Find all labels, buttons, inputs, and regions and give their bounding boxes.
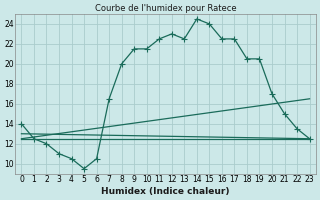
Title: Courbe de l'humidex pour Ratece: Courbe de l'humidex pour Ratece	[95, 4, 236, 13]
X-axis label: Humidex (Indice chaleur): Humidex (Indice chaleur)	[101, 187, 230, 196]
